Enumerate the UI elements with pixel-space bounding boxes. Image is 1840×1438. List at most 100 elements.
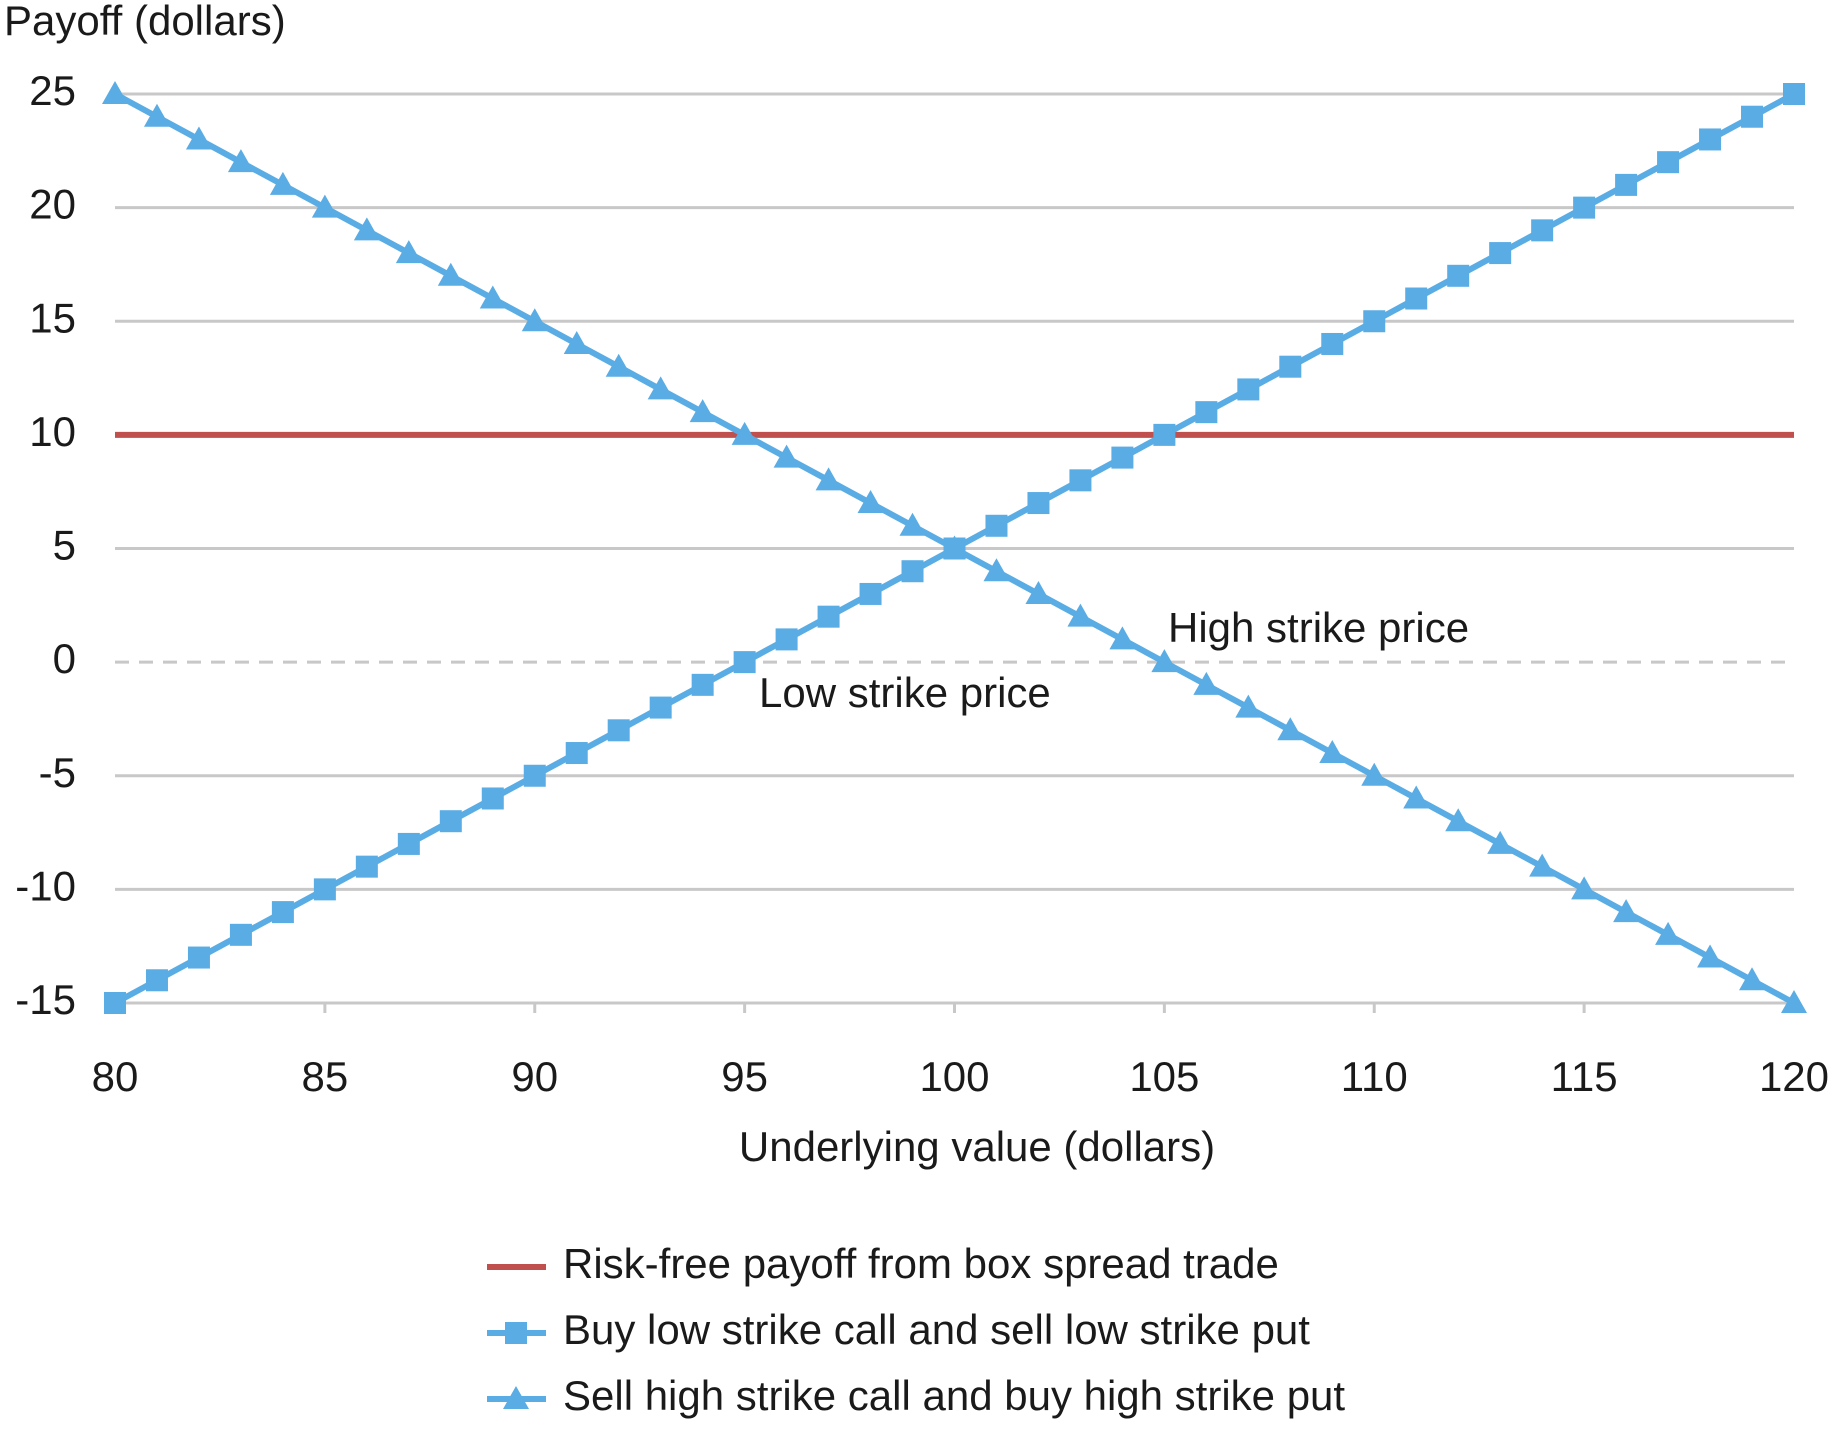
- x-tick-label: 90: [511, 1053, 558, 1100]
- marker: [1613, 899, 1640, 923]
- marker: [1699, 128, 1722, 151]
- marker: [1489, 242, 1512, 265]
- marker: [983, 558, 1010, 582]
- marker: [521, 308, 548, 332]
- marker: [605, 353, 632, 377]
- x-tick-label: 85: [302, 1053, 349, 1100]
- marker: [901, 560, 924, 583]
- marker: [1153, 423, 1176, 446]
- marker: [1193, 671, 1220, 695]
- x-tick-label: 110: [1341, 1053, 1408, 1100]
- marker: [1783, 83, 1805, 105]
- legend-marker: [503, 1386, 529, 1409]
- marker: [815, 467, 842, 491]
- marker: [1195, 401, 1218, 424]
- y-tick-label: -15: [15, 976, 76, 1023]
- marker: [1111, 446, 1134, 469]
- legend-label: Sell high strike call and buy high strik…: [563, 1372, 1345, 1419]
- x-axis-title: Underlying value (dollars): [739, 1123, 1215, 1170]
- marker: [1027, 492, 1050, 515]
- marker: [859, 582, 882, 605]
- marker: [353, 217, 380, 241]
- marker: [311, 194, 338, 218]
- marker: [1237, 378, 1260, 401]
- x-tick-label: 95: [721, 1053, 768, 1100]
- marker: [1235, 694, 1262, 718]
- series: [102, 81, 1807, 1013]
- marker: [1739, 967, 1766, 991]
- marker: [104, 992, 126, 1014]
- marker: [397, 832, 420, 855]
- marker: [1363, 310, 1386, 333]
- marker: [941, 535, 968, 559]
- marker: [269, 171, 296, 195]
- marker: [1151, 649, 1178, 673]
- marker: [733, 651, 756, 674]
- marker: [145, 969, 168, 992]
- y-tick-label: 15: [29, 294, 76, 341]
- marker: [1277, 717, 1304, 741]
- marker: [1447, 264, 1470, 287]
- y-tick-label: 20: [29, 181, 76, 228]
- marker: [313, 878, 336, 901]
- marker: [1279, 355, 1302, 378]
- marker: [1781, 990, 1807, 1013]
- marker: [1571, 876, 1598, 900]
- marker: [565, 742, 588, 765]
- marker: [857, 490, 884, 514]
- marker: [1025, 580, 1052, 604]
- x-tick-label: 80: [92, 1053, 139, 1100]
- x-tick-label: 120: [1759, 1053, 1829, 1100]
- marker: [1573, 196, 1596, 219]
- series: [104, 83, 1805, 1014]
- marker: [731, 421, 758, 445]
- marker: [1487, 830, 1514, 854]
- marker: [395, 240, 422, 264]
- marker: [271, 901, 294, 924]
- marker: [775, 628, 798, 651]
- marker: [689, 399, 716, 423]
- marker: [355, 855, 378, 878]
- marker: [1319, 740, 1346, 764]
- y-tick-label: 5: [53, 522, 76, 569]
- marker: [1531, 219, 1554, 242]
- marker: [481, 787, 504, 810]
- x-tick-label: 105: [1129, 1053, 1199, 1100]
- marker: [1069, 469, 1092, 492]
- y-tick-label: 10: [29, 408, 76, 455]
- marker: [1697, 944, 1724, 968]
- y-tick-label: 0: [53, 635, 76, 682]
- marker: [102, 81, 128, 104]
- annotation: High strike price: [1168, 604, 1469, 651]
- marker: [817, 605, 840, 628]
- marker: [227, 149, 254, 173]
- marker: [437, 262, 464, 286]
- marker: [691, 673, 714, 696]
- legend-label: Risk-free payoff from box spread trade: [563, 1240, 1279, 1287]
- marker: [439, 810, 462, 833]
- x-tick-label: 115: [1551, 1053, 1618, 1100]
- marker: [1321, 332, 1344, 355]
- marker: [1445, 808, 1472, 832]
- marker: [1741, 105, 1764, 128]
- marker: [607, 719, 630, 742]
- marker: [1403, 785, 1430, 809]
- marker: [1655, 921, 1682, 945]
- marker: [143, 103, 170, 127]
- legend-label: Buy low strike call and sell low strike …: [563, 1306, 1310, 1353]
- y-tick-label: 25: [29, 67, 76, 114]
- marker: [1405, 287, 1428, 310]
- marker: [185, 126, 212, 150]
- annotation: Low strike price: [759, 669, 1051, 716]
- y-tick-label: -5: [39, 749, 76, 796]
- y-axis-title: Payoff (dollars): [4, 0, 286, 44]
- y-tick-label: -10: [15, 862, 76, 909]
- marker: [1361, 762, 1388, 786]
- marker: [899, 512, 926, 536]
- marker: [229, 923, 252, 946]
- marker: [187, 946, 210, 969]
- marker: [985, 514, 1008, 537]
- marker: [1067, 603, 1094, 627]
- marker: [1657, 151, 1680, 174]
